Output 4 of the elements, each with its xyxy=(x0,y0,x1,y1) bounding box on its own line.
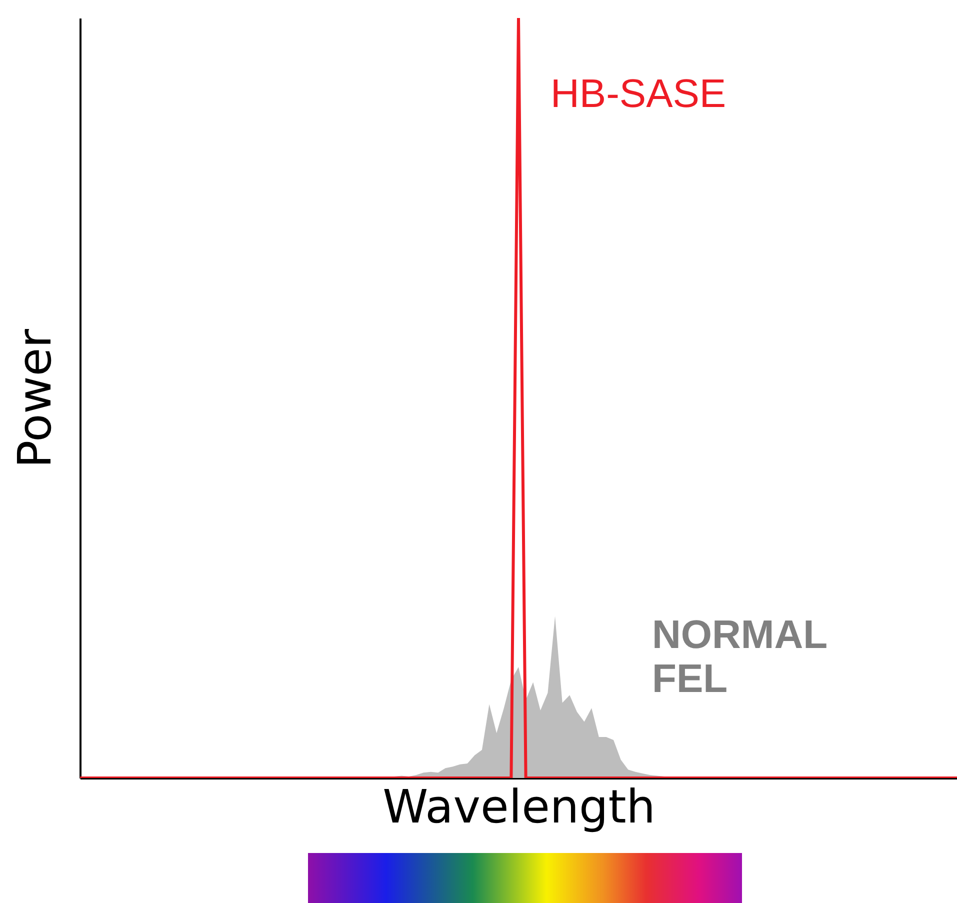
x-axis-title: Wavelength xyxy=(382,780,656,834)
series-label: HB-SASE xyxy=(550,72,726,116)
series-label: NORMAL FEL xyxy=(652,613,828,702)
y-axis-title: Power xyxy=(8,328,62,468)
